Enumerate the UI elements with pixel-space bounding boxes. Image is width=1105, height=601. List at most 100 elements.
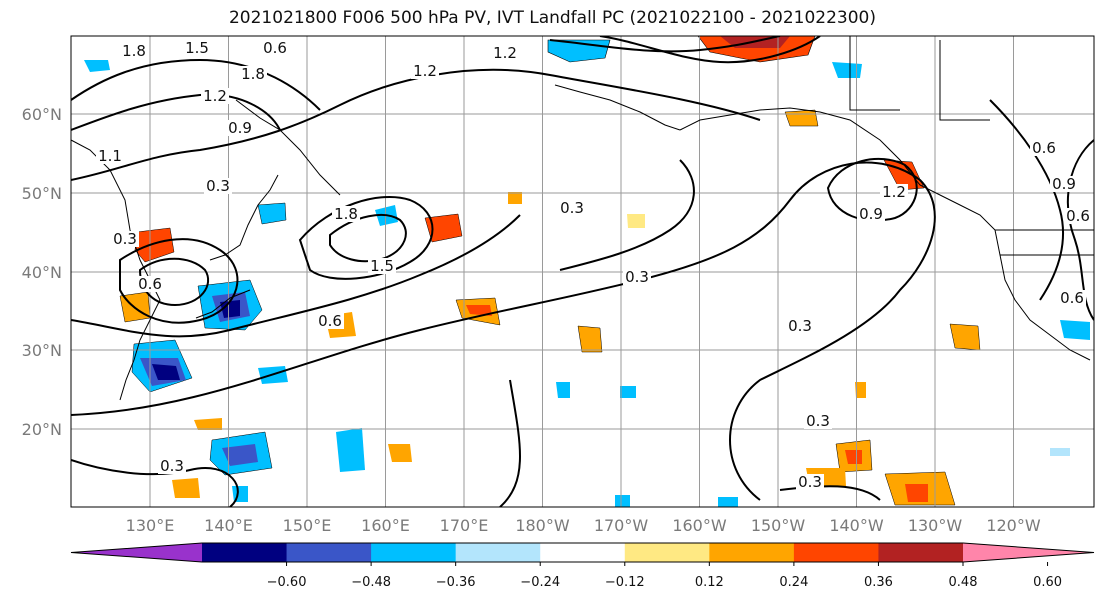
contour-label: 0.6 <box>1058 289 1086 307</box>
colorbar-tick-label: 0.36 <box>864 575 893 590</box>
colorbar <box>70 542 1095 566</box>
contour-label: 0.9 <box>1050 175 1078 193</box>
shade-blob <box>784 109 819 127</box>
shade-blob <box>627 214 645 228</box>
contour-label: 1.2 <box>880 183 908 201</box>
svg-text:0.3: 0.3 <box>798 473 822 491</box>
contour-label: 0.9 <box>226 119 254 137</box>
lon-tick-label: 140°E <box>204 516 253 535</box>
contour-label: 0.3 <box>158 457 186 475</box>
lat-tick-label: 40°N <box>22 263 62 282</box>
svg-text:0.3: 0.3 <box>206 177 230 195</box>
shade-blob <box>855 382 866 398</box>
svg-text:0.3: 0.3 <box>560 199 584 217</box>
contour-label: 0.9 <box>857 205 885 223</box>
shade-blob <box>1050 448 1070 456</box>
shade-blob <box>832 62 862 78</box>
svg-text:0.3: 0.3 <box>625 268 649 286</box>
pv-shading <box>84 36 1090 507</box>
colorbar-segment <box>878 543 964 562</box>
shade-blob <box>84 60 110 72</box>
colorbar-segment <box>371 543 457 562</box>
colorbar-tick-label: −0.36 <box>436 575 476 590</box>
svg-text:1.8: 1.8 <box>334 205 358 223</box>
svg-text:0.3: 0.3 <box>806 412 830 430</box>
svg-text:0.6: 0.6 <box>1032 139 1056 157</box>
shade-blob <box>466 305 492 316</box>
shade-blob <box>152 364 180 380</box>
svg-text:0.9: 0.9 <box>1052 175 1076 193</box>
colorbar-segment <box>286 543 372 562</box>
svg-text:0.6: 0.6 <box>1060 289 1084 307</box>
svg-text:0.6: 0.6 <box>1066 207 1090 225</box>
lon-tick-label: 140°W <box>829 516 884 535</box>
colorbar-segment <box>793 543 879 562</box>
graticule <box>71 36 1094 507</box>
lat-tick-label: 30°N <box>22 341 62 360</box>
contour-label: 0.6 <box>1064 207 1092 225</box>
contour-label: 0.6 <box>136 275 164 293</box>
longitude-labels: 130°E 140°E 150°E 160°E 170°E 180°W 170°W 160°W… <box>126 516 1041 535</box>
contour-label: 1.2 <box>201 87 229 105</box>
svg-text:0.9: 0.9 <box>228 119 252 137</box>
colorbar-tick-label: −0.24 <box>520 575 560 590</box>
shade-blob <box>336 428 365 472</box>
svg-text:1.8: 1.8 <box>241 65 265 83</box>
contour-label: 0.6 <box>316 312 344 330</box>
shade-blob <box>577 325 603 353</box>
lon-tick-label: 120°W <box>986 516 1041 535</box>
lon-tick-label: 170°E <box>440 516 489 535</box>
latitude-labels: 60°N 50°N 40°N 30°N 20°N <box>22 105 62 439</box>
colorbar-tick-label: 0.24 <box>779 575 808 590</box>
shade-blob <box>134 227 175 263</box>
shade-blob <box>718 497 738 507</box>
chart-title: 2021021800 F006 500 hPa PV, IVT Landfall… <box>228 8 876 28</box>
contour-label: 1.1 <box>96 147 124 165</box>
colorbar-labels: −0.60 −0.48 −0.36 −0.24 −0.12 0.12 0.24 0.36 0.4… <box>267 575 1062 590</box>
contour-label: 0.3 <box>796 473 824 491</box>
colorbar-segment <box>71 543 202 562</box>
contour-label: 0.6 <box>261 39 289 57</box>
colorbar-segment <box>540 543 626 562</box>
colorbar-segment <box>624 543 710 562</box>
pv-contours <box>71 36 1094 507</box>
shade-blob <box>620 386 636 398</box>
svg-text:0.3: 0.3 <box>788 317 812 335</box>
colorbar-tick-label: 0.60 <box>1033 575 1062 590</box>
colorbar-tick-label: 0.48 <box>949 575 978 590</box>
contour-label: 0.3 <box>623 268 651 286</box>
lon-tick-label: 170°W <box>594 516 649 535</box>
shade-blob <box>194 418 222 430</box>
contour-label: 1.2 <box>491 44 519 62</box>
contour-label: 0.3 <box>111 230 139 248</box>
svg-text:1.2: 1.2 <box>413 62 437 80</box>
lat-tick-label: 60°N <box>22 105 62 124</box>
lon-tick-label: 160°E <box>361 516 410 535</box>
colorbar-tick-label: −0.48 <box>351 575 391 590</box>
contour-label: 0.3 <box>558 199 586 217</box>
lon-tick-label: 150°W <box>751 516 806 535</box>
shade-blob <box>388 444 412 462</box>
svg-text:1.1: 1.1 <box>98 147 122 165</box>
contour-label: 1.8 <box>120 42 148 60</box>
contour-label: 1.5 <box>183 39 211 57</box>
svg-text:0.6: 0.6 <box>138 275 162 293</box>
shade-blob <box>508 192 522 204</box>
colorbar-outline <box>70 542 1095 563</box>
svg-text:0.3: 0.3 <box>113 230 137 248</box>
colorbar-segment <box>202 543 288 562</box>
shade-blob <box>257 202 287 225</box>
shade-blob <box>222 444 258 466</box>
shade-blob <box>905 484 928 502</box>
lon-tick-label: 160°W <box>672 516 727 535</box>
shade-blob <box>220 300 240 318</box>
lat-tick-label: 50°N <box>22 184 62 203</box>
lon-tick-label: 180°W <box>515 516 570 535</box>
svg-text:0.9: 0.9 <box>859 205 883 223</box>
contour-labels: 1.8 1.5 0.6 1.2 1.8 1.2 1.2 0.9 1.1 0.3 1.8 0.3 0.6 1… <box>96 39 1092 491</box>
shade-blob <box>615 495 630 507</box>
svg-text:1.2: 1.2 <box>493 44 517 62</box>
svg-text:1.5: 1.5 <box>370 257 394 275</box>
contour-label: 1.8 <box>239 65 267 83</box>
